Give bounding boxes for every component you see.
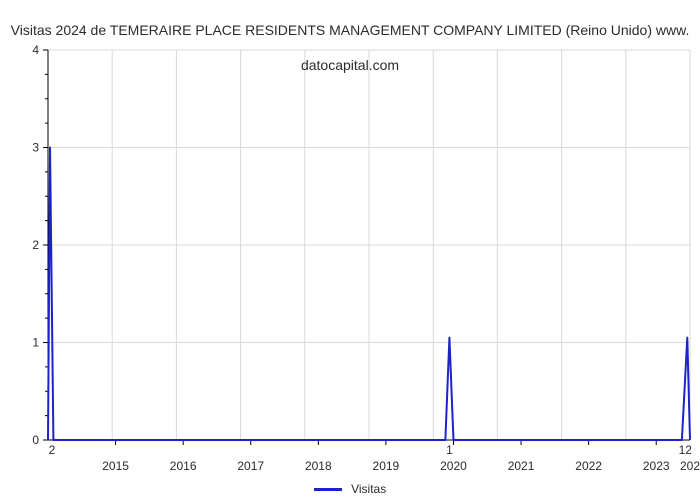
chart-svg: 0123420152016201720182019202020212022202… <box>0 0 700 500</box>
value-annotation: 1 <box>446 443 453 457</box>
x-tick-label: 2021 <box>508 459 535 473</box>
x-tick-label: 2023 <box>643 459 670 473</box>
y-tick-label: 3 <box>32 141 39 155</box>
chart-container: Visitas 2024 de TEMERAIRE PLACE RESIDENT… <box>0 0 700 500</box>
legend-label: Visitas <box>351 482 386 496</box>
chart-title: Visitas 2024 de TEMERAIRE PLACE RESIDENT… <box>0 4 700 74</box>
y-tick-label: 0 <box>32 433 39 447</box>
value-annotation: 12 <box>679 443 693 457</box>
x-tick-label: 2017 <box>237 459 264 473</box>
chart-title-line1: Visitas 2024 de TEMERAIRE PLACE RESIDENT… <box>11 22 690 38</box>
y-tick-label: 2 <box>32 238 39 252</box>
x-tick-label: 2018 <box>305 459 332 473</box>
x-tick-label: 2016 <box>170 459 197 473</box>
x-tick-label: 2022 <box>575 459 602 473</box>
chart-title-line2: datocapital.com <box>301 57 399 73</box>
x-tick-label-partial: 202 <box>680 459 700 473</box>
legend: Visitas <box>0 482 700 496</box>
y-tick-label: 1 <box>32 336 39 350</box>
x-tick-label: 2015 <box>102 459 129 473</box>
legend-swatch <box>314 488 342 491</box>
x-tick-label: 2020 <box>440 459 467 473</box>
value-annotation: 2 <box>49 443 56 457</box>
x-tick-label: 2019 <box>373 459 400 473</box>
